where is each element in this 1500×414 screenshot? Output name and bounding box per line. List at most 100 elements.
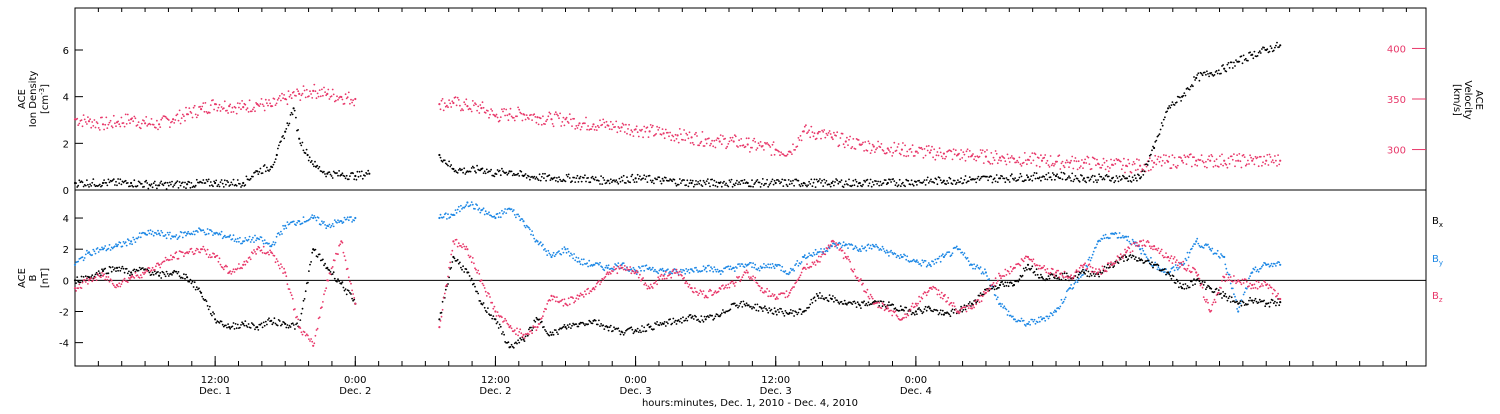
- bx-dot: [177, 273, 179, 275]
- velocity-dot: [119, 126, 121, 128]
- velocity-dot: [564, 125, 566, 127]
- velocity-dot: [638, 136, 640, 138]
- velocity-dot: [594, 129, 596, 131]
- bz-dot: [749, 278, 751, 280]
- by-dot: [1220, 253, 1222, 255]
- bz-dot: [619, 268, 621, 270]
- density-dot: [987, 179, 989, 181]
- by-dot: [151, 233, 153, 235]
- velocity-dot: [720, 134, 722, 136]
- velocity-dot: [739, 145, 741, 147]
- velocity-dot: [479, 104, 481, 106]
- bz-dot: [271, 253, 273, 255]
- velocity-dot: [801, 140, 803, 142]
- velocity-dot: [262, 104, 264, 106]
- bx-point: [775, 310, 777, 312]
- bx-dot: [454, 258, 456, 260]
- density-dot: [717, 186, 719, 188]
- by-dot: [684, 273, 686, 275]
- bx-point: [859, 304, 861, 306]
- bx-dot: [534, 321, 536, 323]
- bz-dot: [602, 279, 604, 281]
- bx-dot: [1034, 271, 1036, 273]
- by-dot: [1093, 251, 1095, 253]
- bx-dot: [1247, 303, 1249, 305]
- density-dot: [1033, 175, 1035, 177]
- by-dot: [241, 243, 243, 245]
- velocity-dot: [265, 99, 267, 101]
- by-point: [859, 248, 861, 250]
- bx-dot: [738, 305, 740, 307]
- density-dot: [171, 181, 173, 183]
- bz-dot: [763, 292, 765, 294]
- velocity-point: [1195, 160, 1197, 162]
- bx-point: [663, 323, 665, 325]
- density-dot: [338, 170, 340, 172]
- bz-point: [284, 271, 286, 273]
- velocity-dot: [832, 138, 834, 140]
- bx-dot: [932, 311, 934, 313]
- velocity-point: [158, 123, 160, 125]
- density-dot: [862, 184, 864, 186]
- bz-dot: [470, 256, 472, 258]
- bx-dot: [334, 278, 336, 280]
- by-dot: [460, 205, 462, 207]
- bx-dot: [708, 316, 710, 318]
- bx-dot: [860, 307, 862, 309]
- bx-dot: [564, 324, 566, 326]
- bz-dot: [696, 291, 698, 293]
- bx-dot: [268, 317, 270, 319]
- bx-dot: [500, 326, 502, 328]
- density-dot: [1225, 71, 1227, 73]
- density-dot: [1245, 58, 1247, 60]
- velocity-dot: [685, 133, 687, 135]
- by-point: [733, 267, 735, 269]
- density-dot: [793, 185, 795, 187]
- density-dot: [210, 181, 212, 183]
- velocity-dot: [779, 154, 781, 156]
- density-dot: [959, 181, 961, 183]
- velocity-dot: [1077, 169, 1079, 171]
- bz-dot: [173, 257, 175, 259]
- density-dot: [239, 183, 241, 185]
- bx-dot: [99, 272, 101, 274]
- by-point: [971, 264, 973, 266]
- velocity-dot: [805, 124, 807, 126]
- bx-point: [172, 271, 174, 273]
- velocity-dot: [289, 96, 291, 98]
- density-dot: [346, 175, 348, 177]
- by-dot: [534, 241, 536, 243]
- by-dot: [944, 255, 946, 257]
- bx-dot: [1040, 274, 1042, 276]
- velocity-dot: [76, 118, 78, 120]
- by-point: [1055, 310, 1057, 312]
- bx-dot: [209, 306, 211, 308]
- by-dot: [316, 220, 318, 222]
- density-point: [691, 182, 693, 184]
- velocity-dot: [533, 113, 535, 115]
- velocity-dot: [925, 155, 927, 157]
- bz-dot: [536, 329, 538, 331]
- density-dot: [1059, 177, 1061, 179]
- velocity-dot: [1205, 161, 1207, 163]
- by-dot: [505, 212, 507, 214]
- density-dot: [1136, 180, 1138, 182]
- velocity-dot: [599, 119, 601, 121]
- by-dot: [333, 226, 335, 228]
- by-dot: [702, 270, 704, 272]
- density-dot: [615, 179, 617, 181]
- by-dot: [261, 237, 263, 239]
- density-dot: [587, 177, 589, 179]
- bx-dot: [681, 322, 683, 324]
- density-dot: [832, 181, 834, 183]
- by-dot: [640, 270, 642, 272]
- velocity-point: [719, 140, 721, 142]
- density-point: [293, 107, 295, 109]
- velocity-point: [663, 132, 665, 134]
- bx-dot: [1077, 277, 1079, 279]
- bx-dot: [785, 310, 787, 312]
- bz-dot: [461, 247, 463, 249]
- velocity-dot: [1079, 167, 1081, 169]
- density-dot: [1266, 48, 1268, 50]
- density-dot: [1276, 42, 1278, 44]
